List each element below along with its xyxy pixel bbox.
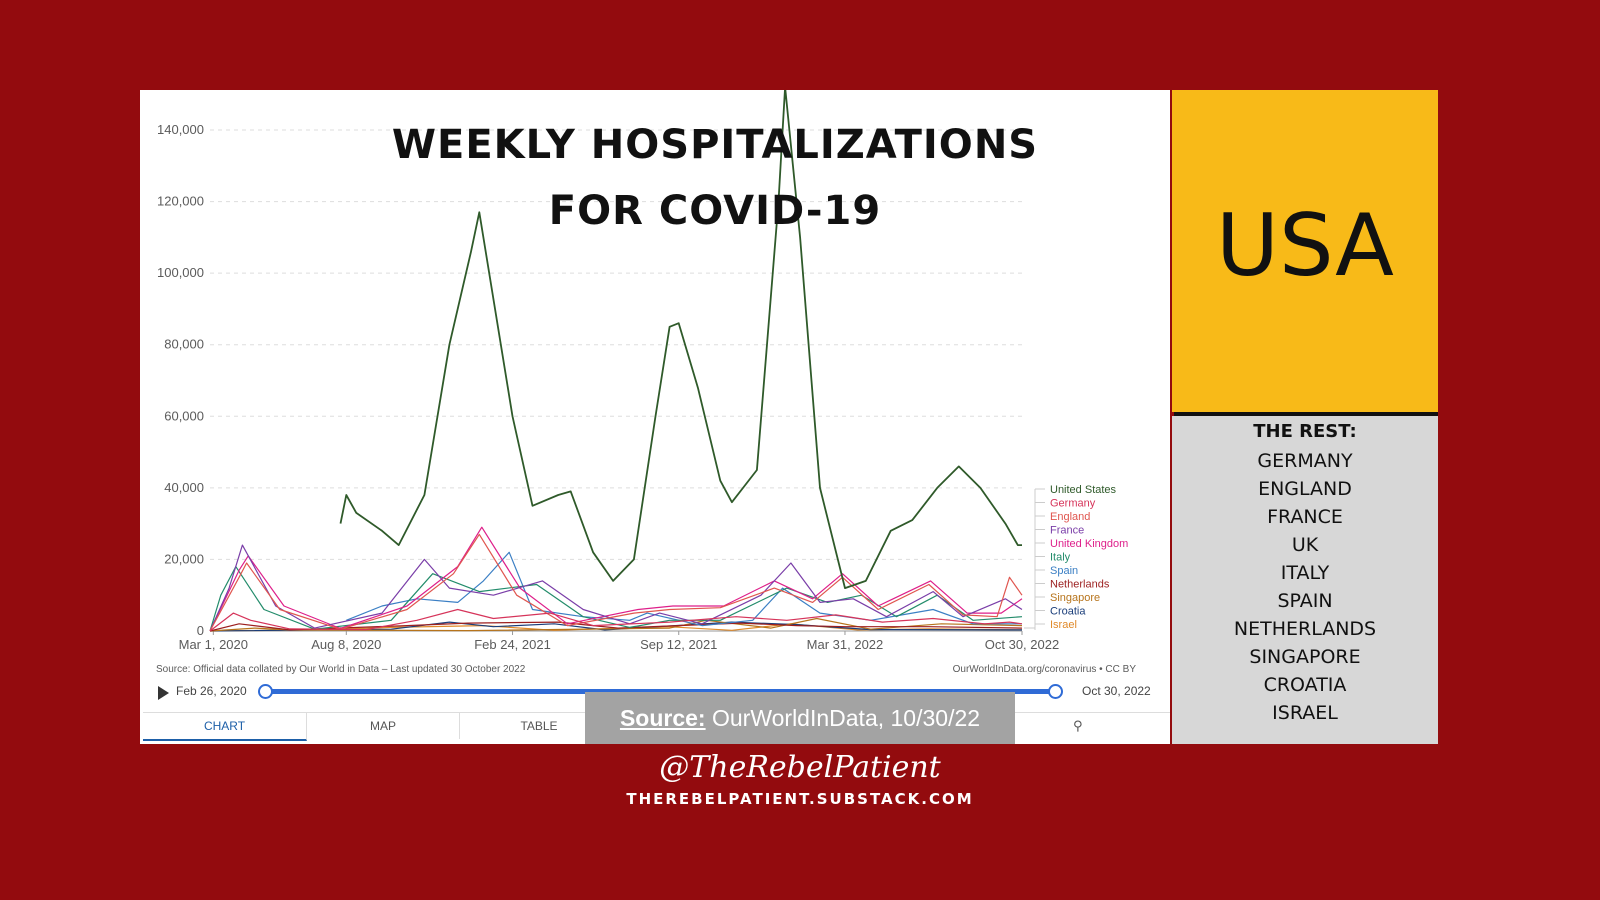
y-axis-ticks: 0 20,000 40,000 60,000 80,000 100,000 120,000 1… xyxy=(157,122,204,638)
x-tick-label: Mar 1, 2020 xyxy=(179,637,248,652)
rest-panel: THE REST: GERMANY ENGLAND FRANCE UK ITALY SPA… xyxy=(1172,416,1438,744)
legend-label[interactable]: England xyxy=(1050,511,1090,523)
line-chart: 0 20,000 40,000 60,000 80,000 100,000 120,000 1… xyxy=(156,90,1137,675)
series-line-germany[interactable] xyxy=(209,608,1023,632)
grid-lines xyxy=(210,129,1022,632)
tab-map[interactable]: MAP xyxy=(307,713,460,739)
chart-title: WEEKLY HOSPITALIZATIONS FOR COVID-19 xyxy=(391,122,1039,234)
legend-label[interactable]: Israel xyxy=(1050,619,1077,631)
legend-label[interactable]: Germany xyxy=(1050,498,1096,510)
x-tick-label: Oct 30, 2022 xyxy=(985,637,1059,652)
legend-label[interactable]: United States xyxy=(1050,484,1117,496)
credit-note: OurWorldInData.org/coronavirus • CC BY xyxy=(953,664,1137,675)
y-tick-label: 0 xyxy=(197,623,204,638)
x-tick-label: Feb 24, 2021 xyxy=(474,637,551,652)
website-url[interactable]: THEREBELPATIENT.SUBSTACK.COM xyxy=(626,790,974,808)
source-label: Source: xyxy=(619,705,706,731)
y-tick-label: 140,000 xyxy=(157,122,204,137)
x-tick-label: Aug 8, 2020 xyxy=(311,637,381,652)
legend-label[interactable]: Singapore xyxy=(1050,592,1100,604)
x-tick-label: Mar 31, 2022 xyxy=(807,637,884,652)
legend-connector xyxy=(1024,489,1036,630)
rest-country-item: FRANCE xyxy=(1267,506,1343,528)
legend-label[interactable]: Croatia xyxy=(1050,606,1086,618)
legend-label[interactable]: France xyxy=(1050,525,1084,537)
chart-card: 0 20,000 40,000 60,000 80,000 100,000 120,000 1… xyxy=(140,90,1170,744)
rest-country-item: ENGLAND xyxy=(1258,478,1352,500)
timeline-start-handle[interactable] xyxy=(258,684,273,699)
series-line-united-kingdom[interactable] xyxy=(209,526,1023,632)
rest-country-item: ITALY xyxy=(1280,562,1330,584)
y-tick-label: 40,000 xyxy=(164,480,204,495)
timeline-end-handle[interactable] xyxy=(1048,684,1063,699)
timeline-slider: Feb 26, 2020 Oct 30, 2022 xyxy=(140,677,1170,707)
source-note: Source: Official data collated by Our Wo… xyxy=(156,664,526,675)
legend-label[interactable]: United Kingdom xyxy=(1050,538,1128,550)
rest-country-list: GERMANY ENGLAND FRANCE UK ITALY SPAIN NETHERLA… xyxy=(1172,447,1438,727)
y-tick-label: 100,000 xyxy=(157,265,204,280)
y-tick-label: 120,000 xyxy=(157,194,204,209)
panel-divider xyxy=(1174,412,1438,416)
rest-country-item: ISRAEL xyxy=(1272,702,1338,724)
legend-label[interactable]: Italy xyxy=(1050,552,1071,564)
rest-country-item: UK xyxy=(1291,534,1319,556)
y-tick-label: 80,000 xyxy=(164,337,204,352)
source-text: OurWorldInData, 10/30/22 xyxy=(705,705,981,731)
series-line-netherlands[interactable] xyxy=(209,621,1023,632)
rest-title: THE REST: xyxy=(1253,421,1357,442)
legend-label[interactable]: Netherlands xyxy=(1050,579,1110,591)
y-tick-label: 20,000 xyxy=(164,551,204,566)
share-icon[interactable]: ⚲ xyxy=(1073,719,1083,734)
source-box: Source: OurWorldInData, 10/30/22 xyxy=(585,692,1015,744)
rest-country-item: SINGAPORE xyxy=(1249,646,1361,668)
tab-chart[interactable]: CHART xyxy=(143,713,307,741)
rest-country-item: NETHERLANDS xyxy=(1233,618,1377,640)
timeline-track[interactable] xyxy=(264,689,1054,694)
x-tick-label: Sep 12, 2021 xyxy=(640,637,717,652)
rest-country-item: CROATIA xyxy=(1263,674,1347,696)
series-line-france[interactable] xyxy=(209,544,1023,632)
y-tick-label: 60,000 xyxy=(164,408,204,423)
timeline-start-label: Feb 26, 2020 xyxy=(176,684,247,698)
series-lines xyxy=(209,90,1023,632)
usa-panel: USA xyxy=(1172,90,1438,412)
series-line-italy[interactable] xyxy=(209,566,1023,632)
author-handle: @TheRebelPatient xyxy=(659,750,941,785)
rest-country-item: SPAIN xyxy=(1277,590,1333,612)
x-axis-ticks: Mar 1, 2020 Aug 8, 2020 Feb 24, 2021 Sep 12… xyxy=(179,631,1059,652)
usa-label: USA xyxy=(1216,196,1394,296)
play-icon[interactable] xyxy=(158,686,169,700)
series-line-spain[interactable] xyxy=(346,551,1022,627)
timeline-end-label: Oct 30, 2022 xyxy=(1082,684,1151,698)
series-line-united-states[interactable] xyxy=(339,90,1023,589)
rest-country-item: GERMANY xyxy=(1257,450,1353,472)
series-line-england[interactable] xyxy=(209,533,1023,632)
legend-label[interactable]: Spain xyxy=(1050,565,1078,577)
